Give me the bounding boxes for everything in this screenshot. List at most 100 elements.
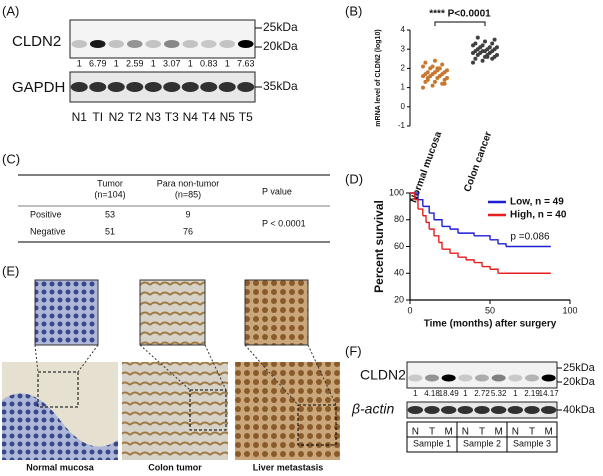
band [541, 374, 556, 382]
table-cell: Positive [30, 209, 62, 219]
lane-label: T [529, 427, 535, 438]
y-tick-label: 20 [394, 294, 404, 304]
band [145, 40, 162, 48]
lane-label: T2 [128, 110, 142, 124]
lane-label: N [512, 427, 519, 438]
survival-step [422, 215, 427, 223]
band [491, 374, 506, 382]
point [425, 70, 430, 75]
band [218, 82, 236, 92]
lane-label: N5 [220, 110, 236, 124]
y-tick-label: 80 [394, 214, 404, 224]
blot [406, 361, 558, 389]
table-cell: 76 [183, 226, 193, 236]
lane-label: M [444, 427, 452, 438]
band [408, 374, 423, 382]
panel-label: (F) [345, 343, 362, 358]
band [71, 40, 88, 48]
panel-label: (A) [2, 3, 19, 18]
annotation: **** P<0.0001 [429, 9, 491, 20]
band [491, 406, 507, 414]
sample-label: Sample 1 [413, 438, 451, 448]
table-cell: 9 [185, 209, 190, 219]
y-tick-label: 2 [401, 64, 406, 73]
marker-label: 20kDa [563, 376, 596, 388]
ratio-label: 18.49 [439, 389, 460, 398]
table-cell: P < 0.0001 [262, 218, 306, 228]
bracket [434, 21, 486, 26]
marker-label: 40kDa [563, 404, 596, 416]
lane-label: T [429, 427, 435, 438]
sample-label: Sample 2 [463, 438, 501, 448]
lane-label: T4 [202, 110, 216, 124]
ratio-label: 1 [463, 389, 468, 398]
point [487, 45, 492, 50]
band [507, 406, 523, 414]
survival-step [434, 235, 440, 243]
point [471, 60, 475, 65]
band [441, 406, 457, 414]
band [126, 82, 144, 92]
panel-label: (C) [2, 151, 20, 166]
x-tick-label: 50 [485, 305, 495, 315]
ratio-label: 0.83 [200, 58, 218, 68]
survival-step [450, 228, 459, 234]
table-cell: 53 [105, 209, 115, 219]
annotation: p =0.086 [510, 232, 550, 243]
survival-step [442, 225, 451, 230]
x-tick-label: 100 [562, 305, 577, 315]
table-cell: 51 [105, 226, 115, 236]
lane-label: T3 [165, 110, 179, 124]
x-axis-label: Time (months) after surgery [424, 319, 557, 330]
band [126, 40, 143, 48]
survival-step [474, 235, 491, 240]
band [425, 374, 439, 382]
ratio-label: 1 [225, 58, 230, 68]
x-tick-label: 0 [407, 305, 412, 315]
survival-step [450, 252, 459, 258]
survival-step [418, 208, 424, 216]
ratio-label: 1 [513, 389, 518, 398]
y-tick-label: 60 [394, 241, 404, 251]
point [473, 41, 478, 46]
y-tick-label: 0 [401, 102, 406, 111]
survival-step [466, 259, 475, 263]
survival-step [429, 212, 435, 220]
survival-step [458, 232, 475, 236]
point [433, 79, 437, 84]
point [480, 43, 485, 48]
band [163, 82, 181, 92]
lane-label: N [412, 427, 419, 438]
survival-step [458, 256, 467, 260]
y-tick-label: 1 [401, 83, 406, 92]
lane-label: TI [92, 110, 103, 124]
survival-step [438, 241, 443, 250]
x-tick-label: Colon cancer [462, 130, 494, 193]
table-header: (n=85) [175, 189, 201, 199]
panel-label: (B) [345, 3, 362, 18]
point [495, 45, 499, 50]
point [473, 56, 478, 61]
survival-step [422, 205, 430, 214]
ratio-label: 5.32 [491, 389, 507, 398]
panel-label: (E) [2, 263, 19, 278]
survival-step [490, 239, 499, 244]
lane-label: T5 [239, 110, 253, 124]
survival-step [474, 261, 483, 267]
band [219, 40, 236, 48]
ratio-label: 1 [77, 58, 82, 68]
point [495, 52, 499, 57]
lane-label: N1 [72, 110, 88, 124]
point [423, 60, 428, 65]
band [163, 40, 180, 48]
protein-label: CLDN2 [12, 33, 61, 50]
point [430, 83, 435, 88]
y-tick-label: 100 [389, 187, 404, 197]
band [200, 82, 218, 92]
band [508, 374, 523, 382]
survival-step [418, 198, 424, 207]
image-caption: Colon tumor [148, 462, 202, 472]
band [182, 40, 199, 48]
table-cell: Negative [30, 226, 66, 236]
